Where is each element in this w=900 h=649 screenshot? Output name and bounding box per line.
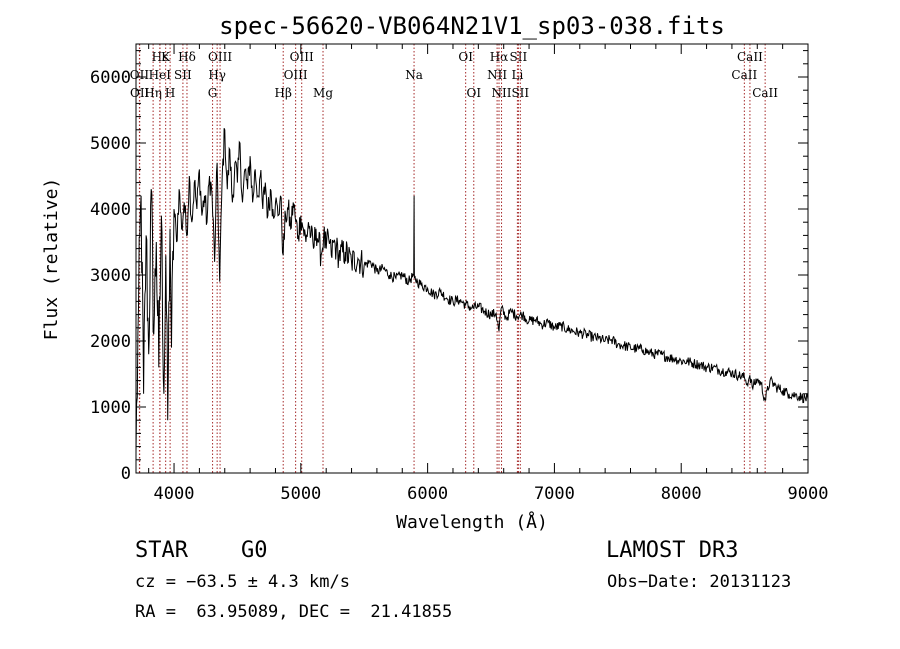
- spectral-line-label: K: [161, 50, 171, 64]
- coordinates-text: RA = 63.95089, DEC = 21.41855: [135, 602, 453, 622]
- x-tick-label: 6000: [407, 484, 448, 504]
- y-tick-label: 0: [121, 464, 131, 484]
- spectral-line-label: Li: [511, 68, 523, 82]
- spectral-line-label: Hε: [152, 50, 169, 64]
- spectral-line-label: OI: [458, 50, 473, 64]
- spectral-line-label: OIII: [290, 50, 314, 64]
- spectral-line-label: Hη: [144, 86, 162, 100]
- y-tick-label: 1000: [90, 398, 131, 418]
- y-tick-label: 4000: [90, 200, 131, 220]
- y-tick-label: 6000: [90, 68, 131, 88]
- x-tick-label: 5000: [280, 484, 321, 504]
- series-layer: [135, 127, 809, 454]
- spectrum-line: [135, 127, 809, 454]
- spectral-line-label: OII: [130, 68, 150, 82]
- spectral-line-label: CaII: [737, 50, 763, 64]
- redshift-text: cz = −63.5 ± 4.3 km/s: [135, 572, 350, 592]
- spectral-line-label: Na: [405, 68, 423, 82]
- axis-ticks: 4000 5000 6000 7000 8000 9000 0 1000 2000 3000 400…: [90, 44, 828, 504]
- spectral-line-label: Hδ: [178, 50, 196, 64]
- survey-label: LAMOST DR3: [606, 538, 739, 563]
- spectral-line-label: NII: [492, 86, 512, 100]
- chart-title: spec-56620-VB064N21V1_sp03-038.fits: [219, 12, 725, 40]
- spectral-line-label: SII: [511, 86, 529, 100]
- spectral-line-label: G: [208, 86, 218, 100]
- object-subclass: G0: [241, 538, 268, 563]
- object-class: STAR: [135, 538, 188, 563]
- spectral-line-label: SII: [510, 50, 528, 64]
- y-axis-label: Flux (relative): [41, 178, 62, 341]
- spectral-line-label: SII: [174, 68, 192, 82]
- x-tick-label: 7000: [534, 484, 575, 504]
- obs-date-text: Obs−Date: 20131123: [607, 572, 792, 592]
- spectral-line-label: HeI: [149, 68, 172, 82]
- y-tick-label: 3000: [90, 266, 131, 286]
- spectral-line-label: CaII: [752, 86, 778, 100]
- spectral-line-label: Hγ: [208, 68, 226, 82]
- x-tick-label: 4000: [154, 484, 195, 504]
- x-axis-label: Wavelength (Å): [396, 511, 548, 533]
- spectral-line-label: OIII: [284, 68, 308, 82]
- spectral-line-label: OII: [130, 86, 150, 100]
- spectral-line-label: H: [165, 86, 175, 100]
- spectral-line-label: OIII: [208, 50, 232, 64]
- spectral-line-label: Hβ: [275, 86, 292, 100]
- y-tick-label: 2000: [90, 332, 131, 352]
- spectral-line-label: Hα: [490, 50, 509, 64]
- spectral-line-label: OI: [466, 86, 481, 100]
- spectral-line-label: Mg: [313, 86, 333, 100]
- spectral-line-label: NII: [487, 68, 507, 82]
- x-tick-label: 9000: [788, 484, 829, 504]
- spectral-line-label: CaII: [731, 68, 757, 82]
- x-tick-label: 8000: [661, 484, 702, 504]
- y-tick-label: 5000: [90, 134, 131, 154]
- plot-frame: [135, 43, 809, 474]
